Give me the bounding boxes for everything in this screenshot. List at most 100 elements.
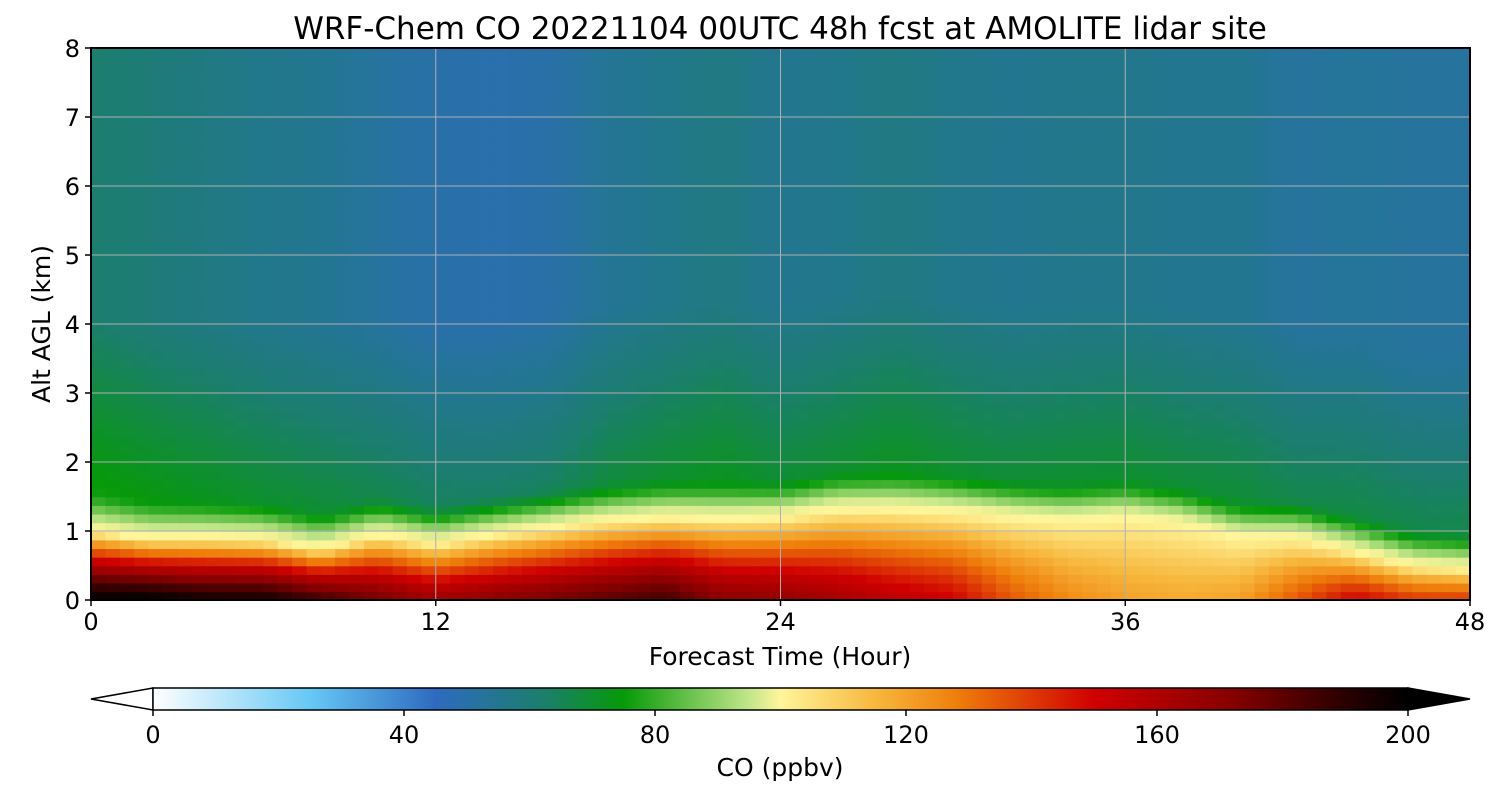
heatmap-cell [306,574,322,584]
heatmap-cell [608,375,624,386]
heatmap-cell [105,56,121,67]
heatmap-cell [1067,91,1083,101]
heatmap-cell [421,367,437,377]
heatmap-cell [1024,487,1040,498]
heatmap-cell [665,513,681,524]
heatmap-cell [737,298,753,308]
heatmap-cell [809,168,825,179]
heatmap-cell [909,142,925,153]
heatmap-cell [91,134,107,144]
heatmap-cell [823,186,839,196]
heatmap-cell [809,582,825,593]
heatmap-cell [91,255,107,265]
heatmap-cell [249,444,265,455]
heatmap-cell [450,125,466,136]
heatmap-cell [809,384,825,394]
heatmap-cell [881,289,897,299]
heatmap-cell [622,470,638,481]
heatmap-cell [177,117,193,127]
heatmap-cell [665,229,681,239]
heatmap-cell [679,160,696,170]
heatmap-cell [478,367,494,377]
heatmap-cell [909,125,925,136]
heatmap-cell [392,531,408,541]
heatmap-cell [363,160,380,170]
heatmap-cell [1153,56,1170,67]
heatmap-cell [636,255,653,265]
heatmap-cell [550,280,566,291]
heatmap-cell [1053,565,1069,575]
heatmap-cell [263,487,279,498]
heatmap-cell [909,203,925,213]
heatmap-cell [579,280,595,291]
heatmap-cell [895,444,911,455]
heatmap-cell [924,73,940,84]
heatmap-cell [665,255,681,265]
heatmap-cell [823,255,839,265]
heatmap-cell [1125,203,1141,213]
heatmap-cell [952,548,969,558]
heatmap-cell [1039,436,1055,446]
heatmap-cell [478,401,494,412]
heatmap-cell [335,73,351,84]
heatmap-cell [1182,160,1198,170]
heatmap-cell [924,168,940,179]
heatmap-cell [952,298,969,308]
heatmap-cell [809,229,825,239]
heatmap-cell [1125,462,1141,472]
heatmap-cell [536,539,552,550]
heatmap-cell [292,531,308,541]
heatmap-cell [1153,229,1170,239]
heatmap-cell [507,168,523,179]
heatmap-cell [550,375,566,386]
heatmap-cell [1139,82,1155,92]
heatmap-cell [378,194,394,205]
heatmap-cell [1139,582,1155,593]
heatmap-cell [579,401,595,412]
heatmap-cell [636,65,653,75]
heatmap-cell [665,332,681,343]
heatmap-cell [205,479,222,489]
heatmap-cell [967,211,983,222]
heatmap-cell [249,194,265,205]
heatmap-cell [967,99,983,110]
heatmap-cell [521,427,538,437]
heatmap-cell [105,220,121,230]
heatmap-cell [1039,548,1055,558]
heatmap-cell [852,117,868,127]
heatmap-cell [421,82,437,92]
heatmap-cell [550,186,566,196]
heatmap-cell [1039,418,1055,429]
heatmap-cell [608,117,624,127]
heatmap-cell [277,255,293,265]
heatmap-cell [148,194,164,205]
heatmap-cell [378,393,394,403]
heatmap-cell [1182,168,1198,179]
heatmap-cell [952,427,969,437]
heatmap-cell [234,211,250,222]
heatmap-cell [105,194,121,205]
heatmap-cell [708,168,724,179]
heatmap-cell [177,220,193,230]
heatmap-cell [134,142,150,153]
heatmap-cell [694,186,710,196]
heatmap-cell [421,108,437,118]
heatmap-cell [1168,125,1184,136]
heatmap-cell [220,513,236,524]
heatmap-cell [306,48,322,58]
heatmap-cell [205,462,222,472]
heatmap-cell [1125,427,1141,437]
heatmap-cell [249,272,265,282]
heatmap-cell [134,427,150,437]
heatmap-cell [134,513,150,524]
heatmap-cell [493,82,509,92]
heatmap-cell [881,99,897,110]
heatmap-cell [335,453,351,463]
heatmap-cell [593,160,609,170]
heatmap-cell [1010,117,1026,127]
heatmap-cell [952,134,969,144]
heatmap-cell [363,82,380,92]
heatmap-cell [134,82,150,92]
heatmap-cell [1010,539,1026,550]
heatmap-cell [292,462,308,472]
